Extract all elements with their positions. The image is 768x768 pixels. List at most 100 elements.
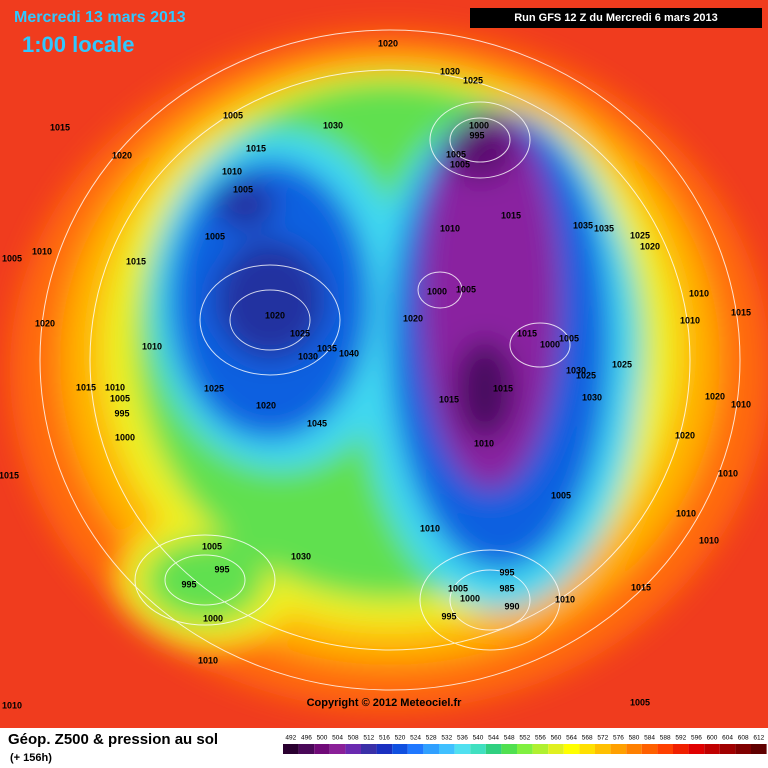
pressure-label: 995 (114, 408, 129, 418)
pressure-label: 1015 (731, 307, 751, 317)
pressure-label: 1015 (493, 383, 513, 393)
pressure-label: 1040 (339, 348, 359, 358)
pressure-label: 1005 (446, 149, 466, 159)
geopotential-field (10, 30, 768, 710)
colorbar-swatch (439, 744, 455, 754)
colorbar-label: 492 (285, 735, 296, 742)
pressure-label: 1015 (126, 256, 146, 266)
pressure-label: 995 (499, 567, 514, 577)
pressure-label: 1025 (290, 328, 310, 338)
footer-title: Géop. Z500 & pression au sol (8, 731, 218, 748)
pressure-label: 1035 (594, 223, 614, 233)
pressure-label: 1005 (456, 284, 476, 294)
pressure-label: 1005 (110, 393, 130, 403)
pressure-label: 1010 (198, 655, 218, 665)
colorbar-label: 532 (441, 735, 452, 742)
colorbar-swatch (595, 744, 611, 754)
pressure-label: 1015 (439, 394, 459, 404)
pressure-label: 1015 (50, 122, 70, 132)
pressure-label: 1030 (566, 365, 586, 375)
pressure-label: 1005 (223, 110, 243, 120)
colorbar-label: 520 (395, 735, 406, 742)
pressure-label: 1010 (474, 438, 494, 448)
colorbar-label: 512 (363, 735, 374, 742)
colorbar-label: 564 (566, 735, 577, 742)
pressure-label: 1000 (203, 613, 223, 623)
pressure-label: 1005 (630, 697, 650, 707)
pressure-label: 1025 (630, 230, 650, 240)
colorbar-label: 516 (379, 735, 390, 742)
pressure-label: 1005 (551, 490, 571, 500)
colorbar-label: 600 (707, 735, 718, 742)
pressure-label: 1000 (115, 432, 135, 442)
colorbar-label: 584 (644, 735, 655, 742)
pressure-label: 1020 (640, 241, 660, 251)
colorbar-swatch (688, 744, 705, 754)
colorbar-swatch (532, 744, 549, 754)
pressure-label: 1005 (205, 231, 225, 241)
colorbar-label: 496 (301, 735, 312, 742)
pressure-label: 1015 (0, 470, 19, 480)
colorbar-swatch (641, 744, 658, 754)
pressure-label: 1010 (440, 223, 460, 233)
colorbar-label: 560 (551, 735, 562, 742)
colorbar-label: 612 (753, 735, 764, 742)
pressure-label: 1020 (112, 150, 132, 160)
colorbar-label: 528 (426, 735, 437, 742)
pressure-label: 995 (441, 611, 456, 621)
pressure-label: 1015 (631, 582, 651, 592)
colorbar-label: 552 (519, 735, 530, 742)
pressure-label: 1035 (573, 220, 593, 230)
colorbar-swatch (283, 744, 299, 754)
pressure-label: 1010 (718, 468, 738, 478)
pressure-label: 1025 (463, 75, 483, 85)
colorbar-swatch (454, 744, 471, 754)
pressure-label: 1015 (501, 210, 521, 220)
colorbar-swatch (501, 744, 517, 754)
pressure-label: 1010 (555, 594, 575, 604)
colorbar-label: 572 (597, 735, 608, 742)
run-info: Run GFS 12 Z du Mercredi 6 mars 2013 (514, 12, 718, 24)
colorbar: 492 496 500 504 508 512 516 520 524 528 532 536 540 5… (283, 735, 767, 754)
pressure-label: 995 (214, 564, 229, 574)
pressure-label: 1025 (612, 359, 632, 369)
colorbar-swatch (407, 744, 424, 754)
colorbar-label: 508 (348, 735, 359, 742)
pressure-label: 1010 (680, 315, 700, 325)
colorbar-swatch (673, 744, 689, 754)
pressure-label: 1010 (105, 382, 125, 392)
colorbar-label: 500 (317, 735, 328, 742)
pressure-label: 1020 (256, 400, 276, 410)
colorbar-label: 556 (535, 735, 546, 742)
colorbar-swatch (610, 744, 627, 754)
colorbar-swatch (704, 744, 720, 754)
colorbar-label: 536 (457, 735, 468, 742)
valid-time: 1:00 locale (22, 32, 135, 57)
colorbar-swatch (548, 744, 564, 754)
pressure-label: 1045 (307, 418, 327, 428)
pressure-label: 1010 (222, 166, 242, 176)
colorbar-label: 568 (582, 735, 593, 742)
pressure-label: 1020 (705, 391, 725, 401)
colorbar-swatch (719, 744, 736, 754)
pressure-label: 1010 (2, 700, 22, 710)
colorbar-swatch (735, 744, 751, 754)
pressure-label: 1030 (323, 120, 343, 130)
pressure-label: 1000 (469, 120, 489, 130)
colorbar-swatch (517, 744, 533, 754)
pressure-label: 990 (504, 601, 519, 611)
pressure-label: 1005 (450, 159, 470, 169)
pressure-label: 1025 (576, 370, 596, 380)
pressure-label: 1000 (427, 286, 447, 296)
pressure-label: 1005 (2, 253, 22, 263)
pressure-label: 1010 (32, 246, 52, 256)
colorbar-swatch (329, 744, 346, 754)
pressure-label: 995 (469, 130, 484, 140)
pressure-label: 1035 (317, 343, 337, 353)
colorbar-label: 592 (675, 735, 686, 742)
colorbar-swatch (579, 744, 595, 754)
colorbar-swatch (470, 744, 486, 754)
colorbar-label: 608 (738, 735, 749, 742)
